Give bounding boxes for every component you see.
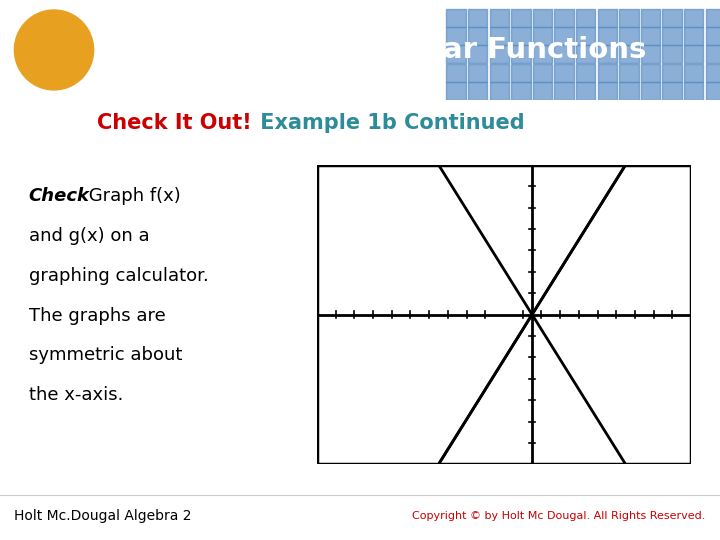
Bar: [706, 27, 720, 45]
Bar: [490, 27, 509, 45]
Bar: [446, 82, 466, 100]
Bar: [684, 45, 703, 63]
Bar: [641, 82, 660, 100]
Bar: [511, 9, 531, 27]
Bar: [554, 9, 574, 27]
Bar: [446, 64, 466, 82]
Bar: [684, 64, 703, 82]
Bar: [533, 64, 552, 82]
Text: and g(x) on a: and g(x) on a: [29, 227, 150, 245]
Text: Graph f(x): Graph f(x): [83, 187, 181, 205]
Bar: [598, 45, 617, 63]
Bar: [468, 9, 487, 27]
Bar: [446, 45, 466, 63]
Text: graphing calculator.: graphing calculator.: [29, 267, 209, 285]
Bar: [576, 9, 595, 27]
Bar: [598, 27, 617, 45]
Bar: [533, 45, 552, 63]
Bar: [706, 82, 720, 100]
Bar: [706, 64, 720, 82]
Bar: [576, 45, 595, 63]
Text: Check: Check: [29, 187, 90, 205]
Bar: [619, 82, 639, 100]
Bar: [684, 9, 703, 27]
Bar: [554, 82, 574, 100]
Bar: [490, 9, 509, 27]
Bar: [554, 45, 574, 63]
Bar: [662, 64, 682, 82]
Bar: [576, 64, 595, 82]
Ellipse shape: [14, 10, 94, 90]
Bar: [662, 45, 682, 63]
Text: Holt Mc.Dougal Algebra 2: Holt Mc.Dougal Algebra 2: [14, 509, 192, 523]
Bar: [641, 64, 660, 82]
Bar: [576, 82, 595, 100]
Bar: [554, 64, 574, 82]
Text: Transforming Linear Functions: Transforming Linear Functions: [146, 36, 646, 64]
Bar: [490, 45, 509, 63]
Bar: [706, 45, 720, 63]
Bar: [446, 27, 466, 45]
Bar: [554, 27, 574, 45]
Bar: [684, 82, 703, 100]
Bar: [598, 9, 617, 27]
Bar: [511, 64, 531, 82]
Bar: [490, 82, 509, 100]
Bar: [619, 45, 639, 63]
Bar: [598, 64, 617, 82]
Bar: [468, 27, 487, 45]
Bar: [706, 9, 720, 27]
Text: the x-axis.: the x-axis.: [29, 386, 123, 404]
Bar: [641, 9, 660, 27]
Bar: [511, 82, 531, 100]
Text: Copyright © by Holt Mc Dougal. All Rights Reserved.: Copyright © by Holt Mc Dougal. All Right…: [413, 511, 706, 521]
Bar: [533, 27, 552, 45]
Text: symmetric about: symmetric about: [29, 346, 182, 364]
Bar: [511, 27, 531, 45]
Text: Check It Out!: Check It Out!: [97, 113, 252, 133]
Bar: [619, 9, 639, 27]
Bar: [619, 64, 639, 82]
Bar: [576, 27, 595, 45]
Bar: [662, 27, 682, 45]
Bar: [490, 64, 509, 82]
Text: Example 1b Continued: Example 1b Continued: [253, 113, 525, 133]
Bar: [511, 45, 531, 63]
Bar: [533, 9, 552, 27]
Bar: [619, 27, 639, 45]
Text: The graphs are: The graphs are: [29, 307, 166, 325]
Bar: [662, 9, 682, 27]
Bar: [684, 27, 703, 45]
Bar: [641, 27, 660, 45]
Bar: [446, 9, 466, 27]
Bar: [641, 45, 660, 63]
Bar: [468, 82, 487, 100]
Bar: [468, 45, 487, 63]
Bar: [662, 82, 682, 100]
Bar: [598, 82, 617, 100]
Bar: [533, 82, 552, 100]
Bar: [468, 64, 487, 82]
